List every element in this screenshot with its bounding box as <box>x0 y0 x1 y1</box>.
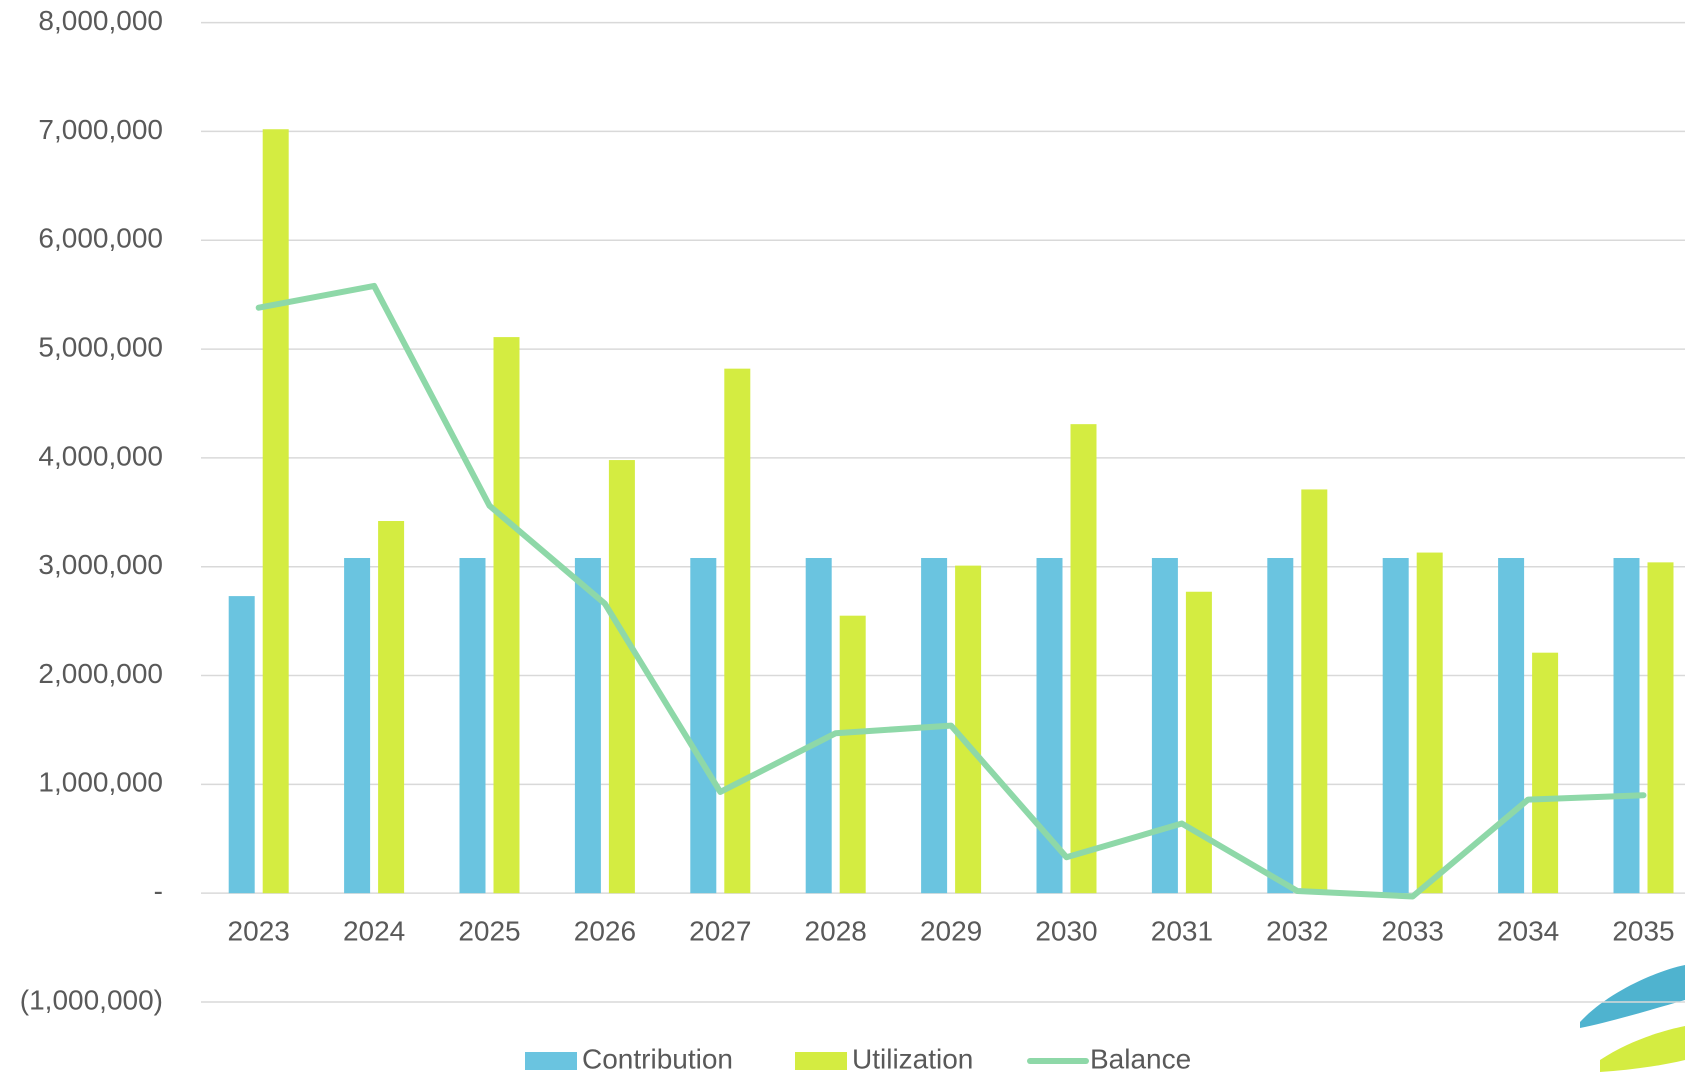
y-tick-label: (1,000,000) <box>20 984 163 1015</box>
legend-swatch <box>525 1052 577 1070</box>
y-tick-label: 4,000,000 <box>38 440 163 471</box>
x-tick-label: 2026 <box>574 915 636 946</box>
x-tick-label: 2027 <box>689 915 751 946</box>
x-tick-label: 2030 <box>1035 915 1097 946</box>
decoration <box>1580 965 1685 1072</box>
bar <box>262 129 289 894</box>
bar <box>1382 558 1409 894</box>
x-tick-label: 2025 <box>458 915 520 946</box>
bar <box>378 521 405 894</box>
x-tick-label: 2023 <box>228 915 290 946</box>
y-tick-label: 1,000,000 <box>38 767 163 798</box>
bar <box>608 460 635 894</box>
bar <box>493 337 520 894</box>
x-tick-label: 2029 <box>920 915 982 946</box>
bar <box>574 558 601 894</box>
bar <box>344 558 371 894</box>
x-tick-label: 2028 <box>805 915 867 946</box>
y-tick-label: - <box>154 876 163 907</box>
legend-swatch <box>795 1052 847 1070</box>
x-tick-label: 2024 <box>343 915 405 946</box>
bar <box>690 558 717 894</box>
bar <box>1647 562 1674 894</box>
bar <box>1036 558 1063 894</box>
x-tick-label: 2034 <box>1497 915 1559 946</box>
legend-label: Contribution <box>582 1043 733 1074</box>
brush-stroke <box>1580 965 1685 1028</box>
bar <box>805 558 832 894</box>
bar <box>1498 558 1525 894</box>
x-tick-label: 2035 <box>1612 915 1674 946</box>
bar <box>1416 552 1443 894</box>
bar <box>1267 558 1294 894</box>
bar <box>1532 652 1559 894</box>
legend-label: Balance <box>1090 1043 1191 1074</box>
x-tick-label: 2033 <box>1382 915 1444 946</box>
bar <box>839 615 866 894</box>
y-tick-label: 6,000,000 <box>38 223 163 254</box>
bar <box>1070 424 1097 894</box>
y-tick-label: 7,000,000 <box>38 114 163 145</box>
bar <box>1613 558 1640 894</box>
bar <box>459 558 486 894</box>
y-tick-label: 8,000,000 <box>38 5 163 36</box>
line-series <box>255 282 1647 900</box>
bar <box>1185 591 1212 894</box>
bar <box>228 596 255 894</box>
x-tick-label: 2031 <box>1151 915 1213 946</box>
legend-label: Utilization <box>852 1043 973 1074</box>
y-tick-label: 5,000,000 <box>38 331 163 362</box>
y-tick-label: 3,000,000 <box>38 549 163 580</box>
bar <box>955 565 982 894</box>
bar <box>1151 558 1178 894</box>
x-tick-label: 2032 <box>1266 915 1328 946</box>
y-tick-label: 2,000,000 <box>38 658 163 689</box>
bar <box>724 368 751 894</box>
brush-stroke <box>1600 1026 1685 1072</box>
bar <box>1301 489 1328 894</box>
